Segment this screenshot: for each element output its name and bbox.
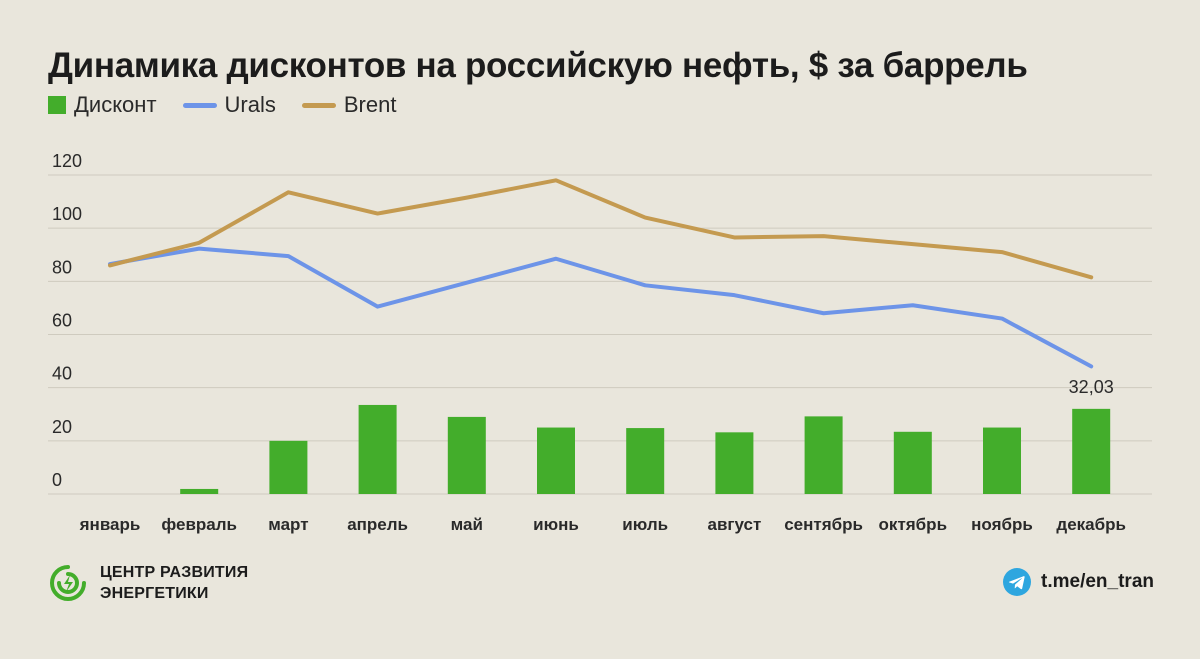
y-tick-label-60: 60 — [52, 311, 72, 331]
brand-logo: ЦЕНТР РАЗВИТИЯ ЭНЕРГЕТИКИ — [48, 562, 248, 604]
x-tick-label-0: январь — [79, 515, 141, 534]
bar-discount-5 — [537, 427, 575, 494]
bar-discount-9 — [893, 431, 932, 494]
brand-name-line1: ЦЕНТР РАЗВИТИЯ — [100, 564, 249, 581]
bar-discount-7 — [715, 432, 754, 494]
x-tick-label-11: декабрь — [1056, 515, 1126, 534]
x-tick-label-3: апрель — [347, 515, 408, 534]
line-brent — [108, 178, 1094, 280]
y-tick-label-120: 120 — [52, 151, 82, 171]
legend-swatch-discount — [48, 96, 66, 114]
legend-swatch-brent — [301, 102, 336, 108]
telegram-link-text[interactable]: t.me/en_tran — [1041, 571, 1154, 592]
bar-discount-2 — [269, 440, 308, 494]
legend-label-urals: Urals — [224, 92, 276, 117]
x-tick-label-8: сентябрь — [784, 515, 863, 534]
bar-discount-10 — [983, 427, 1021, 494]
telegram-icon — [1003, 568, 1032, 596]
bar-discount-3 — [358, 404, 397, 494]
bar-discount-4 — [447, 416, 486, 494]
brand-name-line2: ЭНЕРГЕТИКИ — [100, 585, 209, 602]
x-tick-label-7: август — [707, 515, 761, 534]
bar-discount-8 — [804, 416, 843, 494]
bar-discount-1 — [180, 488, 219, 494]
line-urals — [108, 246, 1094, 369]
y-tick-label-100: 100 — [52, 204, 82, 224]
x-tick-label-9: октябрь — [879, 515, 947, 534]
brand-name: ЦЕНТР РАЗВИТИЯ ЭНЕРГЕТИКИ — [100, 562, 248, 604]
chart-legend: Дисконт Urals Brent — [48, 92, 422, 118]
x-tick-label-6: июль — [622, 515, 668, 534]
energy-logo-icon — [50, 565, 86, 601]
y-tick-label-20: 20 — [52, 417, 72, 437]
legend-item-brent: Brent — [301, 92, 397, 118]
y-tick-label-40: 40 — [52, 364, 72, 384]
legend-item-discount: Дисконт — [48, 92, 157, 118]
y-tick-label-0: 0 — [52, 470, 62, 490]
legend-swatch-urals — [182, 102, 217, 108]
x-tick-label-4: май — [451, 515, 483, 534]
chart-title: Динамика дисконтов на российскую нефть, … — [48, 46, 1028, 85]
data-label-0: 32,03 — [1069, 377, 1114, 397]
x-tick-label-2: март — [268, 515, 308, 534]
bar-discount-11 — [1072, 408, 1111, 494]
x-tick-label-10: ноябрь — [971, 515, 1033, 534]
x-tick-label-5: июнь — [533, 515, 579, 534]
legend-item-urals: Urals — [182, 92, 276, 118]
bar-discount-6 — [626, 428, 665, 494]
legend-label-brent: Brent — [343, 92, 397, 117]
legend-label-discount: Дисконт — [74, 92, 157, 117]
y-tick-label-80: 80 — [52, 257, 72, 277]
telegram-link[interactable]: t.me/en_tran — [1003, 568, 1154, 596]
x-tick-label-1: февраль — [161, 515, 237, 534]
